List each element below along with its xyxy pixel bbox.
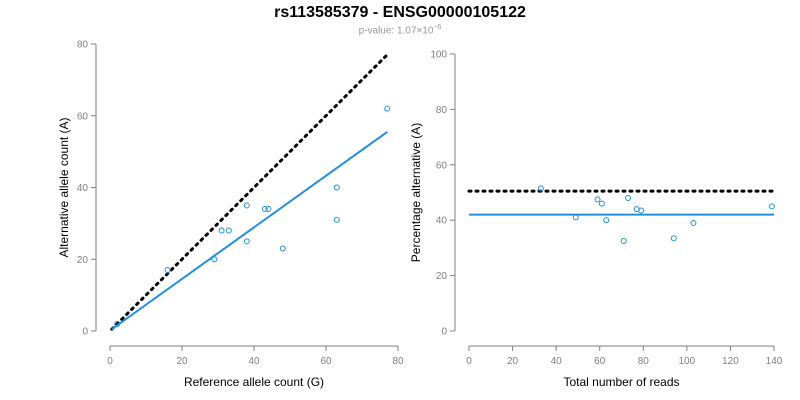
y-axis: 0 20 40 60 80 100	[430, 50, 456, 338]
x-tick-label: 0	[107, 356, 113, 367]
data-point	[768, 203, 775, 210]
data-point	[620, 237, 627, 244]
x-axis-title: Reference allele count (G)	[184, 375, 324, 389]
y-tick-label: 60	[436, 160, 448, 171]
y-axis: 0 20 40 60 80	[77, 40, 97, 338]
data-point	[279, 245, 286, 252]
y-tick-label: 80	[436, 105, 448, 116]
y-tick-label: 40	[77, 183, 89, 194]
chart-title: rs113585379 - ENSG00000105122	[274, 4, 526, 21]
y-tick-label: 20	[436, 271, 448, 282]
data-point	[537, 185, 544, 192]
y-tick-label: 40	[436, 216, 448, 227]
p-value-text: p-value: 1.07	[358, 25, 417, 37]
data-point	[670, 235, 677, 242]
data-point	[572, 214, 579, 221]
y-tick-label: 0	[82, 327, 88, 338]
y-axis-title: Alternative allele count (A)	[57, 117, 71, 257]
x-axis: 0 20 40 60 80 100 120 140	[466, 345, 783, 367]
x-tick-label: 40	[248, 356, 260, 367]
x-tick-label: 40	[551, 356, 563, 367]
x-tick-label: 60	[320, 356, 332, 367]
data-point	[594, 196, 601, 203]
data-point	[114, 320, 121, 327]
data-point	[333, 184, 340, 191]
data-point	[603, 217, 610, 224]
y-tick-label: 60	[77, 111, 89, 122]
y-tick-label: 100	[430, 50, 447, 61]
data-point	[333, 216, 340, 223]
data-point	[265, 206, 272, 213]
data-point	[225, 227, 232, 234]
plot-panel-1: 0 20 40 60 80 0 20 40 60 80 Reference allele count…	[57, 40, 404, 390]
data-point	[384, 105, 391, 112]
p-value-exponent: −6	[433, 24, 442, 31]
data-point	[243, 202, 250, 209]
x-tick-label: 80	[392, 356, 404, 367]
x-tick-label: 100	[679, 356, 696, 367]
x-axis: 0 20 40 60 80	[107, 345, 404, 367]
data-point	[598, 200, 605, 207]
x-tick-label: 20	[507, 356, 519, 367]
data-points	[114, 105, 391, 327]
x-tick-label: 0	[466, 356, 472, 367]
data-point	[243, 238, 250, 245]
y-axis-title: Percentage alternative (A)	[409, 123, 423, 262]
x-tick-label: 20	[176, 356, 188, 367]
x-tick-label: 120	[722, 356, 739, 367]
data-point	[690, 219, 697, 226]
x-tick-label: 140	[766, 356, 783, 367]
p-value-times: ×10	[416, 25, 434, 37]
data-point	[164, 267, 171, 274]
data-point	[261, 206, 268, 213]
data-point	[638, 207, 645, 214]
data-point	[211, 256, 218, 263]
data-point	[625, 195, 632, 202]
x-tick-label: 60	[594, 356, 606, 367]
reference-line	[110, 53, 389, 331]
x-tick-label: 80	[638, 356, 650, 367]
data-points	[537, 185, 775, 244]
fit-line	[111, 131, 388, 331]
chart-subtitle: p-value: 1.07×10−6	[0, 24, 800, 36]
x-axis-title: Total number of reads	[563, 375, 679, 389]
y-tick-label: 0	[441, 327, 447, 338]
y-tick-label: 20	[77, 255, 89, 266]
y-tick-label: 80	[77, 40, 89, 51]
data-point	[218, 227, 225, 234]
